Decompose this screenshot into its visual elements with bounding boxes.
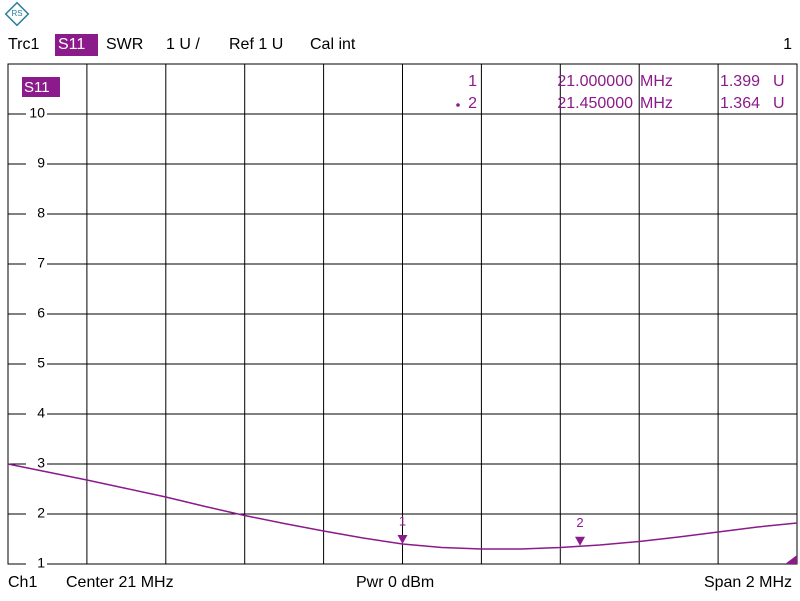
tick-label-bg <box>25 306 47 322</box>
trace-name: Trc1 <box>8 36 40 53</box>
center: Center 21 MHz <box>66 574 174 591</box>
channel-number: 1 <box>783 36 792 53</box>
tick-label-bg <box>25 256 47 272</box>
trace-label: S11 <box>24 79 50 96</box>
logo: RS <box>4 1 30 27</box>
tick-label-bg <box>25 556 47 572</box>
marker <box>397 535 408 545</box>
marker-label: 1 <box>399 513 406 528</box>
readout-x: 21.450000 <box>557 95 633 112</box>
readout-value: 1.364 <box>720 95 760 112</box>
readout-name: 2 <box>468 95 477 112</box>
reference: Ref 1 U <box>229 36 283 53</box>
readout-value: 1.399 <box>720 73 760 90</box>
marker <box>575 536 586 546</box>
tick-label-bg <box>25 356 47 372</box>
scale: 1 U / <box>166 36 200 53</box>
y-tick-label: 8 <box>37 205 45 221</box>
y-tick-label: 1 <box>37 555 45 571</box>
tick-label-bg <box>25 206 47 222</box>
format: SWR <box>106 36 143 53</box>
svg-text:RS: RS <box>11 9 22 18</box>
parameter: S11 <box>58 36 85 53</box>
y-tick-label: 2 <box>37 505 45 521</box>
power: Pwr 0 dBm <box>356 574 434 591</box>
y-tick-label: 7 <box>37 255 45 271</box>
plot: 1 2 3 4 5 6 7 8 9 10 S11 1 1 21.000000 MHz 1.399 U 2 2 21.4… <box>7 63 798 572</box>
y-tick-label: 5 <box>37 355 45 371</box>
readout-x-unit: MHz <box>640 95 673 112</box>
ref-indicator <box>785 555 797 564</box>
readout-name: 1 <box>468 73 477 90</box>
y-tick-label: 10 <box>29 105 45 121</box>
y-tick-label: 3 <box>37 455 45 471</box>
y-tick-label: 4 <box>37 405 45 421</box>
trace-label-box <box>22 77 60 97</box>
span: Span 2 MHz <box>704 574 792 591</box>
readout-x: 21.000000 <box>557 73 633 90</box>
tick-label-bg <box>25 156 47 172</box>
channel: Ch1 <box>8 574 37 591</box>
active-dot <box>456 103 460 107</box>
tick-label-bg <box>25 406 47 422</box>
tick-label-bg <box>25 106 47 122</box>
readout-unit: U <box>773 95 785 112</box>
param-box <box>55 34 98 56</box>
marker-label: 2 <box>576 515 583 530</box>
readout-x-unit: MHz <box>640 73 673 90</box>
calibration: Cal int <box>310 36 356 53</box>
tick-label-bg <box>25 506 47 522</box>
y-tick-label: 9 <box>37 155 45 171</box>
y-tick-label: 6 <box>37 305 45 321</box>
readout-unit: U <box>773 73 785 90</box>
